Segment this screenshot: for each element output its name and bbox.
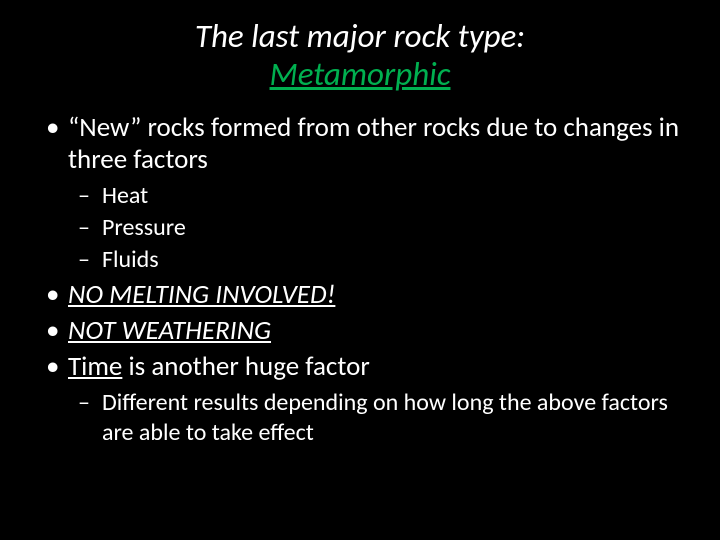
bullet-4-sub-1: Different results depending on how long … [68,388,680,448]
bullet-4: Time is another huge factor Different re… [40,351,680,447]
bullet-1-text: “New” rocks formed from other rocks due … [68,111,679,176]
bullet-4-part1: Time [68,350,122,383]
bullet-4-sublist: Different results depending on how long … [68,388,680,448]
bullet-1-sublist: Heat Pressure Fluids [68,181,680,275]
bullet-3-text: NOT WEATHERING [68,314,271,347]
bullet-1-sub-2: Pressure [68,213,680,243]
slide: The last major rock type: Metamorphic “N… [0,0,720,540]
bullet-2: NO MELTING INVOLVED! [40,279,680,311]
bullet-4-part2: is another huge factor [122,350,369,383]
slide-title: The last major rock type: Metamorphic [40,18,680,94]
title-line-1: The last major rock type: [40,18,680,56]
bullet-3: NOT WEATHERING [40,315,680,347]
bullet-1-sub-3: Fluids [68,245,680,275]
bullet-list: “New” rocks formed from other rocks due … [40,112,680,448]
title-line-2: Metamorphic [40,56,680,94]
bullet-2-text: NO MELTING INVOLVED! [68,278,335,311]
bullet-1-sub-1: Heat [68,181,680,211]
bullet-1: “New” rocks formed from other rocks due … [40,112,680,275]
